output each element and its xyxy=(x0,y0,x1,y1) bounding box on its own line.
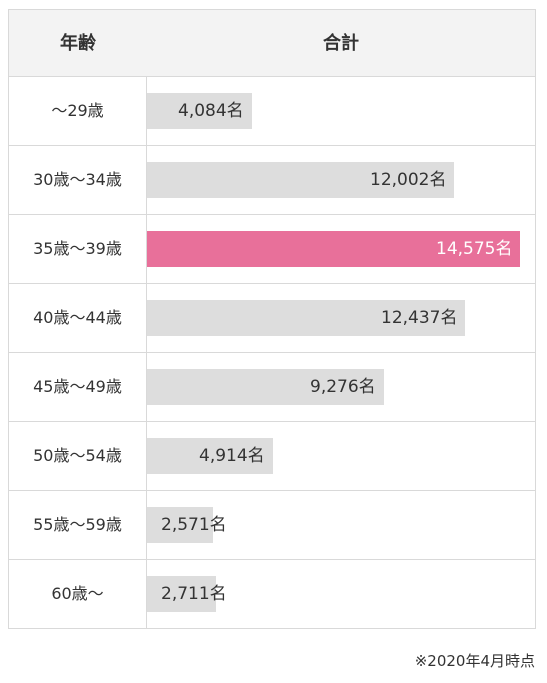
value-label: 9,276名 xyxy=(310,377,376,397)
table-row: 45歳〜49歳 9,276名 xyxy=(9,353,535,422)
value-label: 12,437名 xyxy=(381,308,458,328)
table-row: 〜29歳 4,084名 xyxy=(9,77,535,146)
value-label: 4,914名 xyxy=(199,446,265,466)
bar xyxy=(147,576,216,612)
bar xyxy=(147,438,273,474)
age-range-label: 45歳〜49歳 xyxy=(33,377,122,396)
total-column-header: 合計 xyxy=(323,33,359,54)
bar xyxy=(147,369,384,405)
table-header: 年齢 合計 xyxy=(9,10,535,77)
age-range-label: 60歳〜 xyxy=(51,584,104,603)
value-label: 14,575名 xyxy=(436,239,513,259)
bar xyxy=(147,162,454,198)
table-row: 50歳〜54歳 4,914名 xyxy=(9,422,535,491)
age-range-label: 〜29歳 xyxy=(51,101,104,120)
table-row: 60歳〜 2,711名 xyxy=(9,560,535,629)
age-range-label: 55歳〜59歳 xyxy=(33,515,122,534)
table-row: 35歳〜39歳 14,575名 xyxy=(9,215,535,284)
age-range-label: 50歳〜54歳 xyxy=(33,446,122,465)
footnote: ※2020年4月時点 xyxy=(414,652,535,670)
bar-highlighted xyxy=(147,231,520,267)
value-label: 2,711名 xyxy=(161,584,227,604)
value-label: 4,084名 xyxy=(178,101,244,121)
bar xyxy=(147,300,465,336)
table-row: 30歳〜34歳 12,002名 xyxy=(9,146,535,215)
value-label: 2,571名 xyxy=(161,515,227,535)
age-column-header: 年齢 xyxy=(60,33,96,54)
age-range-label: 40歳〜44歳 xyxy=(33,308,122,327)
value-label: 12,002名 xyxy=(370,170,447,190)
age-range-label: 30歳〜34歳 xyxy=(33,170,122,189)
bar xyxy=(147,507,213,543)
table-row: 40歳〜44歳 12,437名 xyxy=(9,284,535,353)
age-range-label: 35歳〜39歳 xyxy=(33,239,122,258)
age-total-table: 年齢 合計 〜29歳 4,084名 30歳〜34歳 12,002名 35歳〜39歳 14,… xyxy=(8,9,536,629)
bar xyxy=(147,93,252,129)
table-row: 55歳〜59歳 2,571名 xyxy=(9,491,535,560)
